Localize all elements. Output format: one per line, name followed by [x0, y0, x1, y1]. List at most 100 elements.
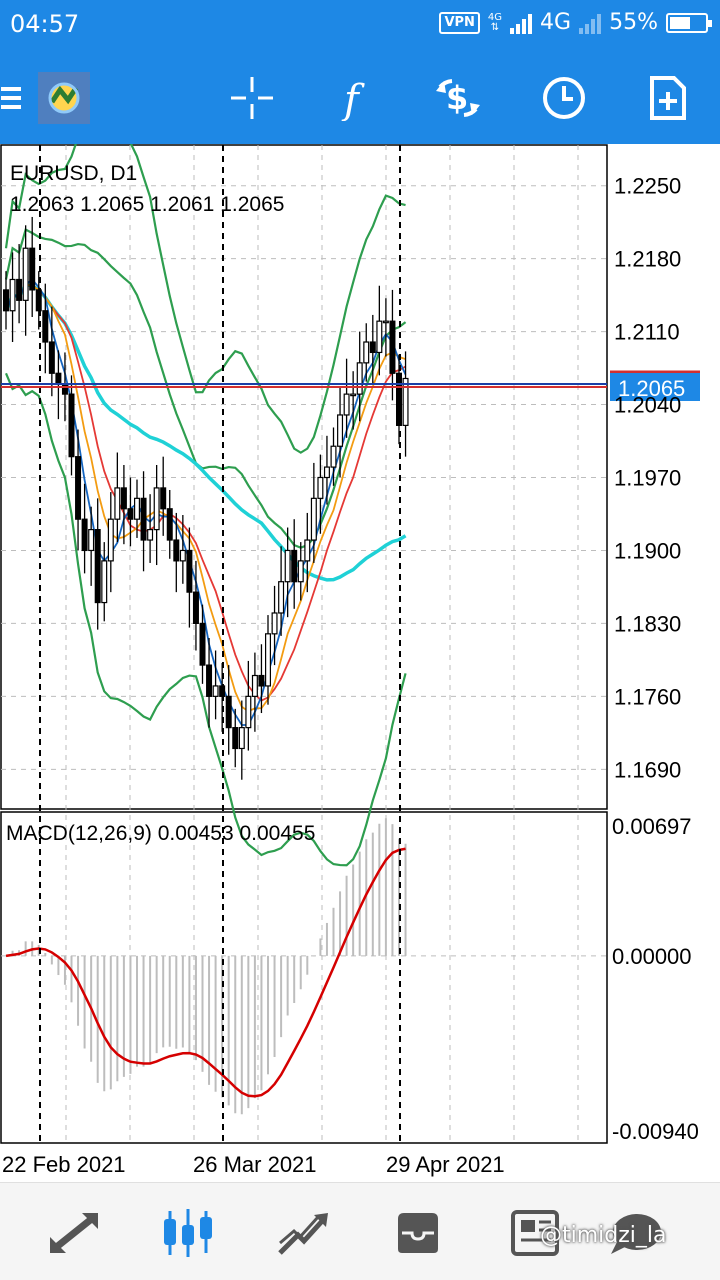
bull-candle: [382, 320, 389, 324]
bull-candle: [107, 518, 114, 562]
bull-candle: [245, 695, 252, 729]
bull-candle: [114, 487, 121, 520]
news-icon[interactable]: [504, 1205, 564, 1261]
bull-candle: [179, 549, 186, 562]
date-tick-label: 22 Feb 2021: [2, 1152, 126, 1177]
add-chart-icon[interactable]: [642, 72, 694, 124]
battery-percent: 55%: [609, 10, 658, 35]
bear-candle: [291, 549, 298, 583]
svg-text:f: f: [341, 77, 365, 121]
network-type-icon: 4G ⇅: [487, 11, 503, 33]
bear-candle: [160, 487, 167, 510]
bull-candle: [317, 476, 324, 499]
bear-candle: [140, 497, 147, 541]
bollinger-mid-upper-line: [4, 227, 407, 549]
macd-tick-label: 0.00000: [612, 944, 692, 969]
chat-icon[interactable]: [606, 1205, 666, 1261]
price-tick-label: 1.1970: [614, 466, 681, 491]
bottom-navigation: @timidzi_la: [0, 1182, 720, 1280]
status-icons: VPN 4G ⇅ 4G 55%: [439, 10, 712, 35]
date-tick-label: 26 Mar 2021: [193, 1152, 317, 1177]
bull-candle: [153, 487, 160, 531]
bull-candle: [238, 727, 245, 750]
quotes-icon[interactable]: [44, 1205, 104, 1261]
bull-candle: [22, 247, 29, 301]
bear-candle: [16, 278, 23, 301]
signal-strength-icon: [510, 12, 533, 34]
bull-candle: [323, 466, 330, 479]
bear-candle: [173, 539, 180, 562]
current-price-label: 1.2065: [618, 376, 685, 401]
bull-candle: [337, 414, 344, 447]
ohlc-values: 1.2063 1.2065 1.2061 1.2065: [10, 193, 284, 216]
bull-candle: [343, 393, 350, 416]
price-tick-label: 1.2110: [614, 320, 680, 345]
bear-candle: [206, 664, 213, 697]
bear-candle: [258, 674, 265, 687]
bollinger-lower-line: [4, 372, 407, 867]
trade-nav-icon[interactable]: [272, 1205, 332, 1261]
macd-label: MACD(12,26,9) 0.00453 0.00455: [6, 822, 315, 845]
bear-candle: [42, 310, 49, 343]
watermark: @timidzi_la: [540, 1223, 667, 1248]
macd-indicator: [5, 818, 407, 1115]
bull-candle: [356, 362, 363, 395]
chart-area[interactable]: 1.2065 EURUSD, D1 1.2063 1.2065 1.2061 1…: [0, 111, 720, 1182]
status-time: 04:57: [10, 10, 80, 38]
bear-candle: [2, 289, 10, 312]
ma-mid-line: [5, 283, 406, 713]
bull-candle: [271, 612, 278, 635]
price-tick-label: 1.1690: [614, 757, 681, 782]
indicators-icon[interactable]: f: [330, 72, 382, 124]
status-bar: 04:57 VPN 4G ⇅ 4G 55%: [0, 0, 720, 52]
network-label: 4G: [540, 10, 572, 35]
bear-candle: [68, 393, 75, 458]
bull-candle: [278, 581, 285, 614]
bear-candle: [94, 529, 101, 604]
crosshair-icon[interactable]: [226, 72, 278, 124]
bear-candle: [232, 727, 239, 750]
price-tick-label: 1.1830: [614, 611, 681, 636]
bear-candle: [389, 320, 396, 374]
history-icon[interactable]: [388, 1205, 448, 1261]
price-chart-svg[interactable]: 1.2065 EURUSD, D1 1.2063 1.2065 1.2061 1…: [0, 111, 720, 1182]
bear-candle: [120, 487, 127, 510]
bull-candle: [350, 393, 357, 397]
bear-candle: [75, 456, 82, 520]
bear-candle: [48, 341, 55, 374]
indicator-lines: [4, 111, 407, 867]
bull-candle: [265, 633, 272, 687]
price-tick-label: 1.1760: [614, 684, 681, 709]
ma-long-line: [4, 282, 407, 582]
bear-candle: [55, 372, 62, 385]
ma-slow-line: [5, 283, 406, 702]
macd-pane: [0, 811, 608, 1144]
bear-candle: [35, 289, 42, 312]
chart-icon[interactable]: [158, 1205, 218, 1261]
bear-candle: [61, 383, 68, 395]
bull-candle: [212, 685, 219, 697]
chart-toolbar: f $: [0, 52, 720, 144]
bull-candle: [9, 278, 16, 312]
bear-candle: [225, 695, 232, 729]
price-tick-label: 1.2180: [614, 247, 681, 272]
price-axis: 1.2250 1.2180 1.2110 1.2040 1.1970 1.1900 1.18…: [614, 174, 681, 783]
price-tick-label: 1.1900: [614, 538, 681, 563]
date-axis: 22 Feb 2021 26 Mar 2021 29 Apr 2021: [2, 1152, 505, 1177]
bull-candle: [402, 377, 409, 426]
trade-icon[interactable]: $: [432, 72, 484, 124]
bull-candle: [376, 320, 383, 354]
bear-candle: [81, 518, 88, 552]
bear-candle: [199, 622, 206, 666]
svg-text:$: $: [446, 79, 468, 117]
menu-icon[interactable]: [0, 72, 38, 124]
timeframe-icon[interactable]: [538, 72, 590, 124]
bull-candle: [310, 497, 317, 541]
bull-candle: [134, 497, 141, 520]
macd-tick-label: 0.00697: [612, 814, 692, 839]
bull-candle: [147, 529, 154, 541]
bear-candle: [127, 508, 134, 520]
price-tick-label: 1.2040: [614, 393, 681, 418]
bear-candle: [369, 341, 376, 354]
metatrader-logo: [38, 72, 90, 124]
